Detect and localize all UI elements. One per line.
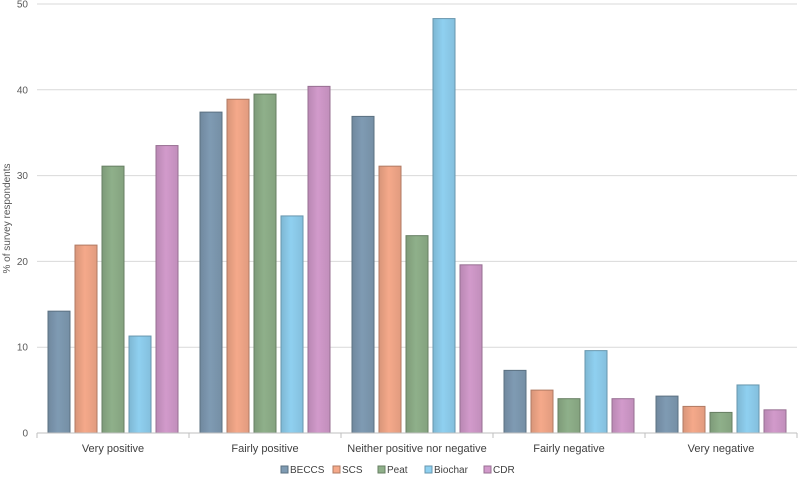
bar-beccs-2 — [351, 115, 375, 434]
bar-cdr-2 — [459, 264, 483, 434]
category-label: Very positive — [82, 443, 144, 455]
y-tick-label: 50 — [17, 0, 29, 11]
bar-peat-0 — [101, 165, 125, 434]
bar-biochar-2 — [432, 18, 456, 434]
bar-scs-1 — [226, 98, 250, 434]
x-axis-ticks — [36, 433, 798, 438]
bar-beccs-4 — [655, 395, 679, 434]
category-label: Very negative — [688, 443, 755, 455]
bar-peat-4 — [709, 411, 733, 434]
bars — [47, 18, 787, 434]
bar-scs-4 — [682, 405, 706, 434]
legend-swatch-scs — [332, 465, 341, 474]
bar-biochar-3 — [584, 350, 608, 434]
legend-label-biochar: Biochar — [434, 465, 469, 476]
category-label: Fairly positive — [231, 443, 298, 455]
legend-swatch-peat — [377, 465, 386, 474]
category-label: Neither positive nor negative — [347, 443, 486, 455]
legend-swatch-biochar — [424, 465, 433, 474]
y-tick-label: 40 — [17, 85, 29, 96]
bar-scs-0 — [74, 244, 98, 434]
bar-cdr-4 — [763, 409, 787, 434]
bar-beccs-1 — [199, 111, 223, 434]
y-tick-label: 0 — [22, 429, 28, 440]
bar-peat-2 — [405, 235, 429, 434]
legend-label-peat: Peat — [387, 465, 408, 476]
category-labels: Very positive Fairly positive Neither posi… — [82, 443, 755, 455]
bar-cdr-3 — [611, 398, 635, 434]
bar-beccs-3 — [503, 369, 527, 434]
legend-label-cdr: CDR — [493, 465, 515, 476]
bar-peat-3 — [557, 398, 581, 434]
y-tick-label: 10 — [17, 343, 29, 354]
y-axis-ticks: 0 10 20 30 40 50 — [17, 0, 29, 440]
category-label: Fairly negative — [533, 443, 605, 455]
legend-swatch-cdr — [483, 465, 492, 474]
legend-label-beccs: BECCS — [290, 465, 325, 476]
bar-biochar-0 — [128, 335, 152, 434]
bar-beccs-0 — [47, 310, 71, 434]
bar-peat-1 — [253, 93, 277, 434]
bar-biochar-4 — [736, 384, 760, 434]
y-axis-title: % of survey respondents — [2, 163, 13, 273]
y-tick-label: 30 — [17, 171, 29, 182]
legend-swatch-beccs — [280, 465, 289, 474]
legend-label-scs: SCS — [342, 465, 363, 476]
bar-biochar-1 — [280, 215, 304, 434]
y-tick-label: 20 — [17, 257, 29, 268]
legend: BECCS SCS Peat Biochar CDR — [280, 465, 515, 476]
bar-cdr-1 — [307, 85, 331, 434]
bar-scs-3 — [530, 389, 554, 434]
bar-cdr-0 — [155, 145, 179, 434]
bar-scs-2 — [378, 165, 402, 434]
